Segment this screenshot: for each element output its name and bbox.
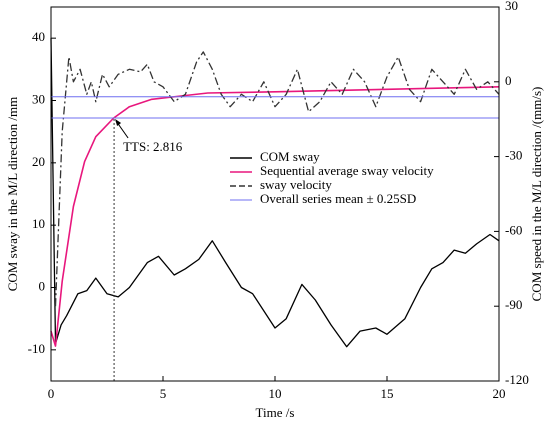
y2-axis-label: COM speed in the M/L direction /(mm/s) xyxy=(529,87,544,302)
y-tick-label: 20 xyxy=(32,154,45,169)
x-tick-label: 5 xyxy=(160,386,167,401)
legend-label: COM sway xyxy=(260,149,320,164)
series-line xyxy=(50,86,500,347)
y2-tick-label: -30 xyxy=(505,148,522,163)
y2-tick-label: -60 xyxy=(505,222,522,237)
x-tick-label: 20 xyxy=(493,386,506,401)
tts-label: TTS: 2.816 xyxy=(123,139,183,154)
y-tick-label: 30 xyxy=(32,91,45,106)
legend-label: sway velocity xyxy=(260,177,332,192)
x-axis-label: Time /s xyxy=(256,405,295,420)
y2-tick-label: 30 xyxy=(505,0,518,13)
y-tick-label: 10 xyxy=(32,216,45,231)
y-tick-label: 40 xyxy=(32,29,45,44)
y-tick-label: -10 xyxy=(28,341,45,356)
plot-frame xyxy=(50,6,500,382)
y2-tick-label: 0 xyxy=(505,73,512,88)
series-line xyxy=(50,38,500,348)
y-tick-label: 0 xyxy=(39,278,46,293)
tts-arrowhead xyxy=(115,118,122,126)
y2-tick-label: -120 xyxy=(505,372,529,387)
x-tick-label: 0 xyxy=(48,386,55,401)
y2-tick-label: -90 xyxy=(505,297,522,312)
y-axis-label: COM sway in the M/L direction /mm xyxy=(5,97,20,292)
x-tick-label: 10 xyxy=(269,386,282,401)
x-tick-label: 15 xyxy=(381,386,394,401)
legend-label: Sequential average sway velocity xyxy=(260,163,434,178)
legend-label: Overall series mean ± 0.25SD xyxy=(260,191,416,206)
series-line xyxy=(54,51,500,307)
